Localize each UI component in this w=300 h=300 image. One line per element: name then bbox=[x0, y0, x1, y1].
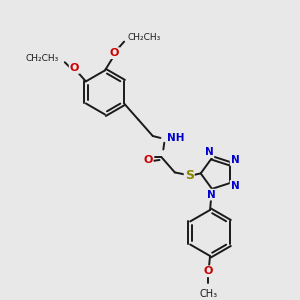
Text: NH: NH bbox=[167, 133, 185, 143]
Text: N: N bbox=[231, 181, 239, 191]
Text: N: N bbox=[207, 190, 215, 200]
Text: O: O bbox=[143, 155, 153, 165]
Text: S: S bbox=[185, 169, 194, 182]
Text: N: N bbox=[205, 147, 214, 157]
Text: CH₂CH₃: CH₂CH₃ bbox=[26, 54, 59, 63]
Text: CH₂CH₃: CH₂CH₃ bbox=[128, 33, 161, 42]
Text: O: O bbox=[70, 63, 79, 73]
Text: N: N bbox=[231, 155, 239, 165]
Text: O: O bbox=[110, 48, 119, 58]
Text: O: O bbox=[203, 266, 213, 276]
Text: CH₃: CH₃ bbox=[199, 289, 217, 298]
